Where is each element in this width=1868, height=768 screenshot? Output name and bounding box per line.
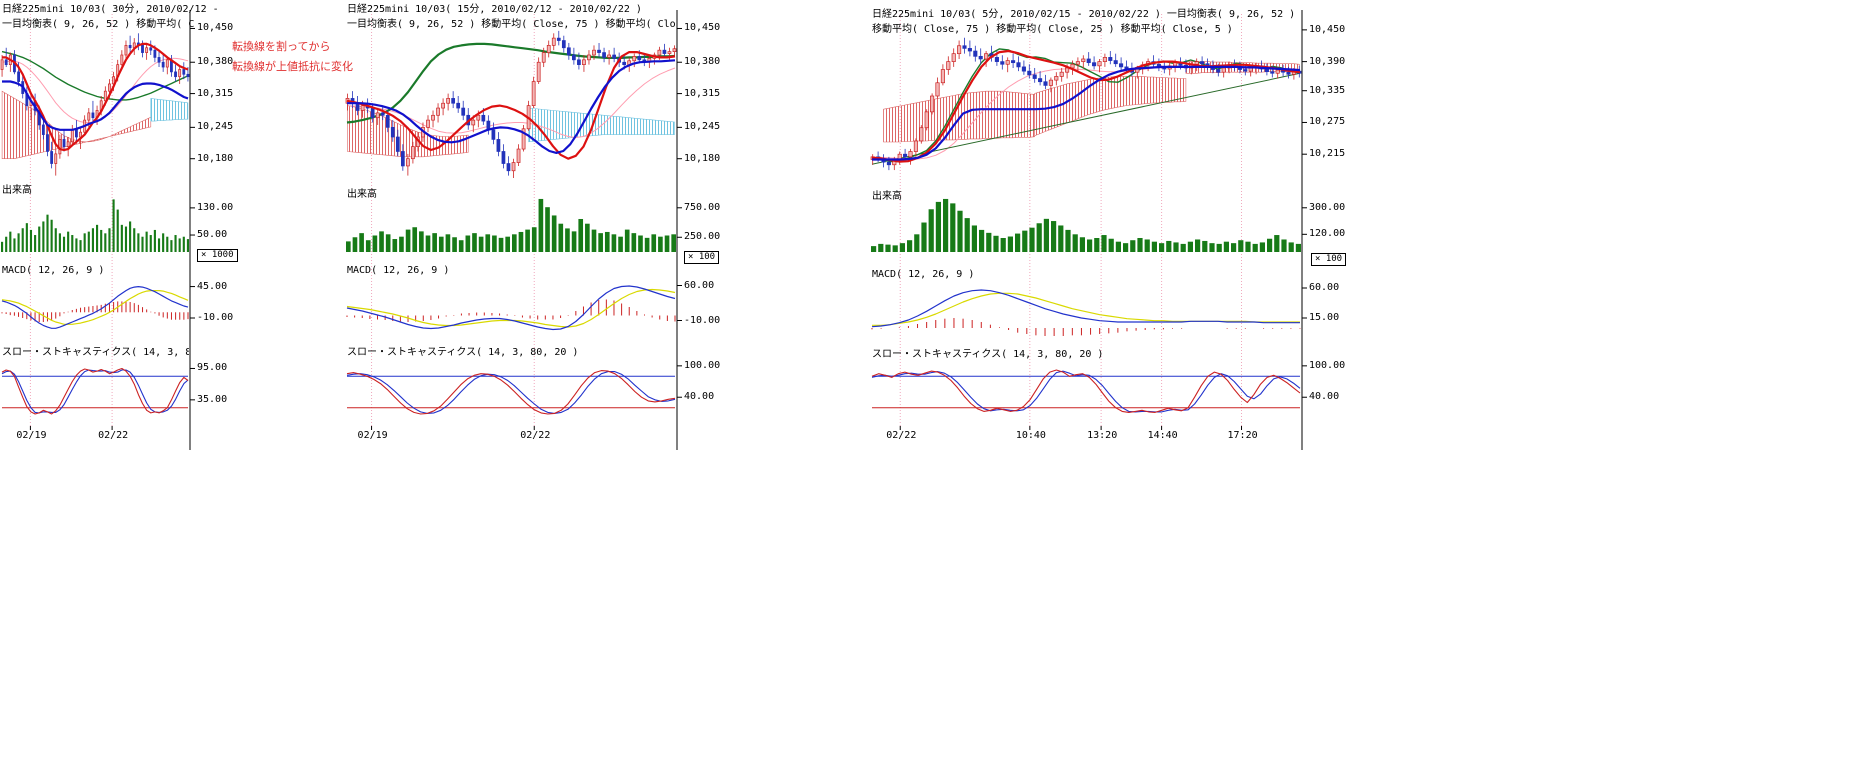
price-axis-tick-label: 10,180 — [684, 152, 721, 164]
volume-multiplier-badge: × 100 — [684, 251, 720, 264]
macd-section-label: MACD( 12, 26, 9 ) — [2, 265, 105, 276]
stoch-axis-tick-label: 100.00 — [1309, 359, 1346, 371]
volume-section-label: 出来高 — [872, 191, 902, 202]
price-axis-tick-label: 10,245 — [684, 121, 721, 133]
stochastics-section-label: スロー・ストキャスティクス( 14, 3, 80, 20 ) — [872, 349, 1104, 360]
chart-title: 日経225mini 10/03( 5分, 2010/02/15 - 2010/0… — [872, 9, 1296, 20]
stoch-axis-tick-label: 95.00 — [197, 362, 228, 374]
stochastics-section-label: スロー・ストキャスティクス( 14, 3, 80, 20 ) — [347, 347, 579, 358]
stoch-axis-tick-label: 35.00 — [197, 393, 228, 405]
macd-section-label: MACD( 12, 26, 9 ) — [872, 269, 975, 280]
macd-axis-tick-label: -10.00 — [684, 314, 721, 326]
chart-canvas-30min[interactable] — [0, 0, 198, 455]
stoch-axis-tick-label: 40.00 — [1309, 391, 1340, 403]
price-axis-tick-label: 10,380 — [684, 56, 721, 68]
chart-indicator-line: 一目均衡表( 9, 26, 52 ) 移動平均( Close, 75 ) 移動平… — [347, 19, 677, 30]
chart-panel-15min: 日経225mini 10/03( 15分, 2010/02/12 - 2010/… — [345, 0, 725, 465]
macd-axis-tick-label: 60.00 — [1309, 282, 1340, 293]
macd-section-label: MACD( 12, 26, 9 ) — [347, 265, 450, 276]
chart-canvas-15min[interactable] — [345, 0, 685, 455]
macd-axis-tick-label: 60.00 — [684, 279, 715, 291]
price-axis-tick-label: 10,315 — [197, 87, 234, 99]
annotation-tenkan-resistance: 転換線が上値抵抗に変化 — [232, 60, 353, 73]
x-axis-tick-label: 02/22 — [886, 430, 917, 441]
volume-multiplier-badge: × 1000 — [197, 249, 238, 262]
chart-indicator-line: 移動平均( Close, 75 ) 移動平均( Close, 25 ) 移動平均… — [872, 24, 1233, 35]
volume-axis-tick-label: 120.00 — [1309, 228, 1346, 240]
x-axis-tick-label: 13:20 — [1087, 430, 1118, 441]
chart-indicator-line: 一目均衡表( 9, 26, 52 ) 移動平均( C — [2, 19, 195, 30]
volume-axis-tick-label: 750.00 — [684, 201, 721, 213]
price-axis-tick-label: 10,380 — [197, 56, 234, 68]
x-axis-tick-label: 02/22 — [98, 430, 129, 441]
stoch-axis-tick-label: 40.00 — [684, 391, 715, 403]
chart-title: 日経225mini 10/03( 15分, 2010/02/12 - 2010/… — [347, 4, 642, 15]
price-axis-tick-label: 10,450 — [1309, 23, 1346, 35]
chart-panel-5min: 日経225mini 10/03( 5分, 2010/02/15 - 2010/0… — [870, 0, 1370, 465]
volume-axis-tick-label: 50.00 — [197, 229, 228, 241]
volume-multiplier-badge: × 100 — [1311, 253, 1347, 266]
price-axis-tick-label: 10,450 — [684, 22, 721, 34]
x-axis-tick-label: 17:20 — [1227, 430, 1258, 441]
x-axis-tick-label: 02/19 — [16, 430, 47, 441]
x-axis-tick-label: 02/19 — [357, 430, 388, 441]
annotation-tenkan-break: 転換線を割ってから — [232, 40, 331, 53]
x-axis-tick-label: 10:40 — [1015, 430, 1046, 441]
macd-axis-tick-label: 15.00 — [1309, 312, 1340, 323]
price-axis-tick-label: 10,315 — [684, 87, 721, 99]
price-axis-tick-label: 10,180 — [197, 152, 234, 164]
macd-axis-tick-label: -10.00 — [197, 312, 234, 323]
chart-canvas-5min[interactable] — [870, 0, 1310, 455]
chart-panel-30min: 日経225mini 10/03( 30分, 2010/02/12 - 一目均衡表… — [0, 0, 353, 465]
stoch-axis-tick-label: 100.00 — [684, 359, 721, 371]
price-axis-tick-label: 10,245 — [197, 121, 234, 133]
price-axis-tick-label: 10,275 — [1309, 116, 1346, 128]
price-axis-tick-label: 10,335 — [1309, 84, 1346, 96]
price-axis-tick-label: 10,215 — [1309, 148, 1346, 160]
volume-axis-tick-label: 250.00 — [684, 231, 721, 243]
x-axis-tick-label: 14:40 — [1147, 430, 1178, 441]
price-axis-tick-label: 10,450 — [197, 22, 234, 34]
macd-axis-tick-label: 45.00 — [197, 280, 228, 292]
x-axis-tick-label: 02/22 — [520, 430, 551, 441]
volume-section-label: 出来高 — [347, 189, 377, 200]
chart-title: 日経225mini 10/03( 30分, 2010/02/12 - — [2, 4, 219, 15]
stochastics-section-label: スロー・ストキャスティクス( 14, 3, 80 — [2, 347, 189, 358]
volume-axis-tick-label: 130.00 — [197, 201, 234, 213]
volume-section-label: 出来高 — [2, 185, 32, 196]
volume-axis-tick-label: 300.00 — [1309, 201, 1346, 213]
price-axis-tick-label: 10,390 — [1309, 55, 1346, 67]
